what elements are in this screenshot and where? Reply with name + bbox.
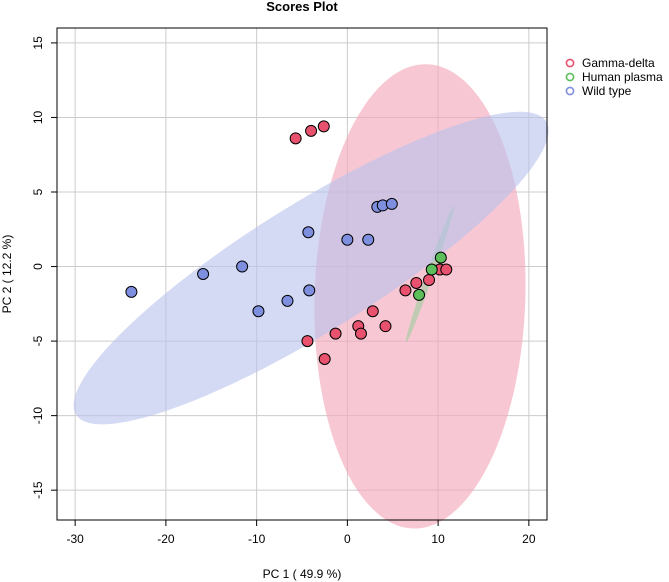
legend-label: Human plasma <box>582 70 663 84</box>
plot-frame <box>56 27 548 521</box>
legend-marker <box>565 58 575 68</box>
data-point <box>425 263 438 276</box>
y-tick-label: -15 <box>31 481 45 499</box>
data-point <box>354 327 367 340</box>
data-point <box>301 335 314 348</box>
legend-label: Gamma-delta <box>582 56 655 70</box>
y-axis-title: PC 2 ( 12.2 %) <box>0 235 14 314</box>
data-point <box>410 276 423 289</box>
x-axis: -30 -20 -10 0 10 20 <box>66 520 536 546</box>
legend-label: Wild type <box>582 84 632 98</box>
confidence-ellipse-2 <box>73 111 549 425</box>
y-tick-label: 5 <box>31 188 45 195</box>
x-tick-label: 0 <box>344 532 351 546</box>
data-point <box>341 233 354 246</box>
y-tick-label: -10 <box>31 407 45 425</box>
data-point <box>305 124 318 137</box>
data-point <box>413 288 426 301</box>
data-point <box>318 352 331 365</box>
x-tick-label: -30 <box>66 532 84 546</box>
x-tick-label: -10 <box>248 532 266 546</box>
data-point <box>379 320 392 333</box>
data-points <box>125 120 453 365</box>
data-point <box>197 268 210 280</box>
data-point <box>440 263 453 276</box>
data-point <box>423 273 436 286</box>
y-tick-label: 15 <box>31 36 45 50</box>
data-point <box>303 284 316 297</box>
legend-marker <box>565 72 575 82</box>
plot-title: Scores Plot <box>266 0 338 14</box>
y-tick-label: 10 <box>31 110 45 124</box>
legend-marker <box>565 86 575 96</box>
x-axis-title: PC 1 ( 49.9 %) <box>263 567 342 581</box>
data-point <box>366 305 379 318</box>
data-point <box>329 327 342 340</box>
data-point <box>125 285 138 298</box>
x-tick-label: 20 <box>522 532 536 546</box>
data-point <box>289 132 302 145</box>
data-point <box>252 305 265 318</box>
data-point <box>317 120 330 133</box>
x-tick-label: 10 <box>431 532 445 546</box>
data-point <box>399 284 412 297</box>
y-tick-label: 0 <box>31 263 45 270</box>
data-point <box>434 251 447 264</box>
data-point <box>385 197 398 210</box>
x-tick-label: -20 <box>157 532 175 546</box>
data-point <box>362 233 375 246</box>
y-tick-label: -5 <box>31 335 45 346</box>
data-point <box>302 226 315 239</box>
data-point <box>236 260 249 273</box>
data-point <box>281 294 294 307</box>
y-axis: -15 -10 -5 0 5 10 15 <box>31 36 57 499</box>
